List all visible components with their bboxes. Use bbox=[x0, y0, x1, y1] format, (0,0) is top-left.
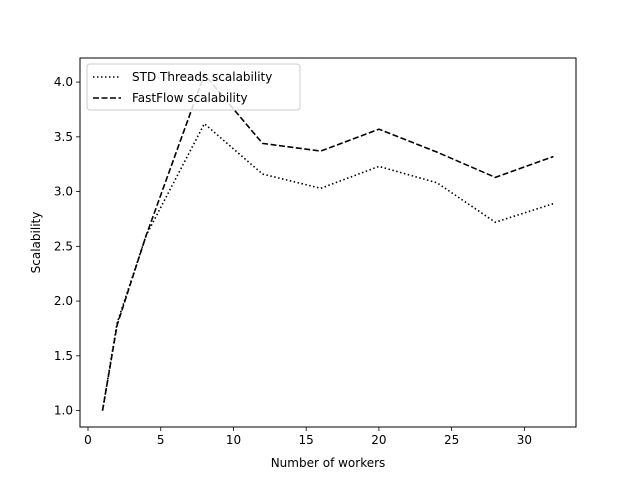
y-tick-label: 2.0 bbox=[54, 294, 73, 308]
y-tick-label: 4.0 bbox=[54, 75, 73, 89]
x-tick-label: 30 bbox=[517, 433, 532, 447]
plot-lines bbox=[101, 72, 554, 411]
y-tick-label: 3.0 bbox=[54, 185, 73, 199]
x-tick-label: 20 bbox=[371, 433, 386, 447]
legend-label: STD Threads scalability bbox=[132, 70, 272, 84]
legend-box bbox=[86, 63, 301, 111]
y-axis-ticks: 1.0 1.5 2.0 2.5 3.0 3.5 4.0 bbox=[54, 75, 80, 418]
legend: STD Threads scalability FastFlow scalabil… bbox=[86, 63, 301, 111]
x-tick-label: 10 bbox=[226, 433, 241, 447]
plot-frame bbox=[79, 57, 577, 428]
y-tick-label: 2.5 bbox=[54, 239, 73, 253]
y-tick-label: 3.5 bbox=[54, 130, 73, 144]
x-axis-label: Number of workers bbox=[271, 456, 386, 470]
x-tick-label: 25 bbox=[444, 433, 459, 447]
x-axis-ticks: 0 5 10 15 20 25 30 bbox=[84, 427, 532, 447]
x-tick-label: 5 bbox=[157, 433, 165, 447]
legend-label: FastFlow scalability bbox=[132, 91, 248, 105]
y-axis-label: Scalability bbox=[29, 212, 43, 274]
x-tick-label: 15 bbox=[299, 433, 314, 447]
y-tick-label: 1.0 bbox=[54, 404, 73, 418]
x-tick-label: 0 bbox=[84, 433, 92, 447]
y-tick-label: 1.5 bbox=[54, 349, 73, 363]
series-line-1 bbox=[101, 72, 554, 411]
